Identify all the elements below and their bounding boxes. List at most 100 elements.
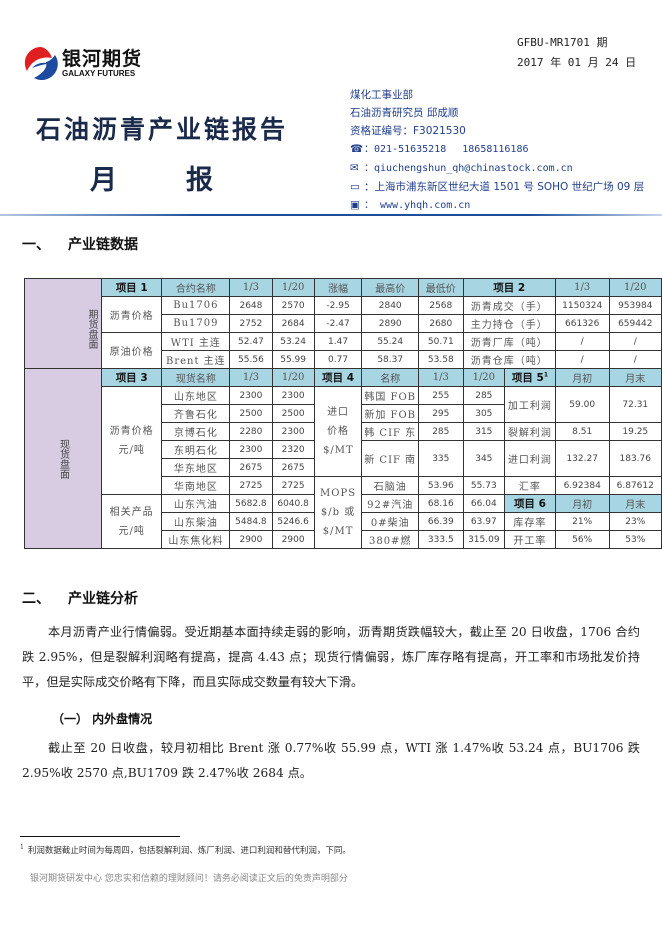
cell: 183.76 [608, 440, 662, 477]
table-row: 沥青价格 Bu1706 2648 2570 -2.95 2840 2568 沥青… [25, 296, 662, 333]
footnote-divider [20, 836, 180, 837]
cell: 汇率 [503, 476, 556, 495]
issue-info: GFBU-MR1701 期 2017 年 01 月 24 日 [517, 33, 636, 73]
cell: 东明石化 [161, 440, 231, 459]
cell: 2500 [271, 404, 315, 423]
subtitle-month: 月 [90, 165, 117, 196]
cell: 380#燃 [361, 530, 419, 549]
row-group-label: 沥青价格 [100, 296, 163, 333]
cell: 2680 [417, 314, 464, 333]
cell: 沥青成交（手） [462, 296, 556, 315]
cell: 50.71 [417, 332, 464, 351]
cell: 55.99 [271, 350, 315, 369]
group-text: 进口价格$/MT [323, 407, 354, 456]
cell: -2.95 [313, 296, 363, 315]
cell: 52.47 [229, 332, 273, 351]
logo-text: 银河期货 [62, 48, 143, 70]
footnote-text: 利润数据截止时间为每周四，包括裂解利润、炼厂利润、进口利润和替代利润，下同。 [27, 846, 351, 856]
header-divider [0, 214, 662, 216]
cell: 山东柴油 [161, 512, 231, 531]
cell: 315.09 [462, 530, 505, 549]
cell: Bu1709 [161, 314, 231, 333]
cell: Bu1706 [161, 296, 231, 315]
galaxy-futures-logo: 银河期货 GALAXY FUTURES [24, 44, 154, 84]
cell: 315 [462, 422, 505, 441]
column-header: 1/3 [417, 368, 464, 387]
cell: 2900 [271, 530, 315, 549]
group-text: 沥青价格元/吨 [109, 425, 154, 456]
cell: 2840 [361, 296, 419, 315]
cell: 21% [554, 512, 610, 531]
cell: Brent 主连 [161, 350, 231, 369]
cell: 72.31 [608, 386, 662, 423]
cell: 335 [417, 440, 464, 477]
table-row: 京博石化 2280 2300 韩 CIF 东 285 315 裂解利润 8.51… [25, 422, 662, 441]
section-heading-1: 一、 产业链数据 [22, 234, 138, 254]
column-header: 1/3 [229, 278, 273, 297]
cell: 新 CIF 南 [361, 440, 419, 477]
cell: 2675 [271, 458, 315, 477]
cell: 山东地区 [161, 386, 231, 405]
cell: 333.5 [417, 530, 464, 549]
report-subtitle: 月报 [90, 158, 282, 197]
footnote: 1 利润数据截止时间为每周四，包括裂解利润、炼厂利润、进口利润和替代利润，下同。 [20, 844, 351, 856]
cell: 1.47 [313, 332, 363, 351]
column-header: 1/20 [271, 368, 315, 387]
footnote-mark: 1 [20, 844, 24, 852]
column-header: 最低价 [417, 278, 464, 297]
table-row: 沥青价格元/吨 山东地区 2300 2300 进口价格$/MT 韩国 FOB 2… [25, 386, 662, 495]
cell: 2648 [229, 296, 273, 315]
page-footer: 银河期货研发中心 您忠实和信赖的理财顾问！请务必阅读正文后的免责声明部分 [30, 874, 348, 884]
cell: 2300 [271, 422, 315, 441]
industry-data-table: 期货盘面 项目 1 合约名称 1/3 1/20 涨幅 最高价 最低价 项目 2 … [24, 278, 662, 549]
cell: 山东汽油 [161, 494, 231, 513]
cell: 2280 [229, 422, 273, 441]
mail-icon: ✉ [350, 162, 359, 174]
cell: 305 [462, 404, 505, 423]
cell: 661326 [554, 314, 610, 333]
column-header: 月末 [608, 368, 662, 387]
section-title: 产业链分析 [68, 591, 138, 607]
column-header: 1/3 [229, 368, 273, 387]
section-heading-2: 二、 产业链分析 [22, 588, 138, 608]
cell: 2570 [271, 296, 315, 315]
cell: / [554, 350, 610, 369]
row-group-label: 原油价格 [100, 332, 163, 369]
logo-mark-icon [24, 46, 58, 80]
cell: 进口利润 [503, 440, 556, 477]
analyst: 石油沥青研究员 邱成顺 [350, 107, 459, 119]
cell: 68.16 [417, 494, 464, 513]
logo-subtext: GALAXY FUTURES [62, 69, 136, 78]
row-group-label: 相关产品元/吨 [100, 494, 163, 549]
column-header: 项目 51 [503, 368, 556, 387]
cell: 55.73 [462, 476, 505, 495]
phone: ：021-51635218 18658116186 [364, 144, 529, 155]
cell: 255 [417, 386, 464, 405]
cell: / [608, 332, 662, 351]
cell: WTI 主连 [161, 332, 231, 351]
footnote-ref[interactable]: 1 [543, 371, 548, 379]
cell: 2675 [229, 458, 273, 477]
cell: 0.77 [313, 350, 363, 369]
cell: 2890 [361, 314, 419, 333]
group-text: 相关产品元/吨 [109, 506, 154, 537]
cell: 295 [417, 404, 464, 423]
column-header: 项目 2 [462, 278, 556, 297]
cell: 53.96 [417, 476, 464, 495]
email-link[interactable]: ：qiuchengshun_qh@chinastock.com.cn [364, 163, 573, 174]
website-link[interactable]: ： www.yhqh.com.cn [364, 200, 471, 211]
column-header: 月末 [608, 494, 662, 513]
table-row: Brent 主连 55.56 55.99 0.77 58.37 53.58 沥青… [25, 350, 662, 369]
cell: 66.39 [417, 512, 464, 531]
cell: 66.04 [462, 494, 505, 513]
table-row: 山东焦化料 2900 2900 380#燃 333.5 315.09 开工率 5… [25, 530, 662, 549]
cell: 2500 [229, 404, 273, 423]
column-header: 项目 6 [503, 494, 556, 513]
cell: 58.37 [361, 350, 419, 369]
cell: 23% [608, 512, 662, 531]
subsection-heading: （一） 内外盘情况 [52, 712, 153, 726]
table-row: 齐鲁石化 2500 2500 新加 FOB 295 305 [25, 404, 662, 423]
cell: 华南地区 [161, 476, 231, 495]
column-header: 月初 [554, 368, 610, 387]
column-header: 项目 3 [100, 368, 163, 387]
